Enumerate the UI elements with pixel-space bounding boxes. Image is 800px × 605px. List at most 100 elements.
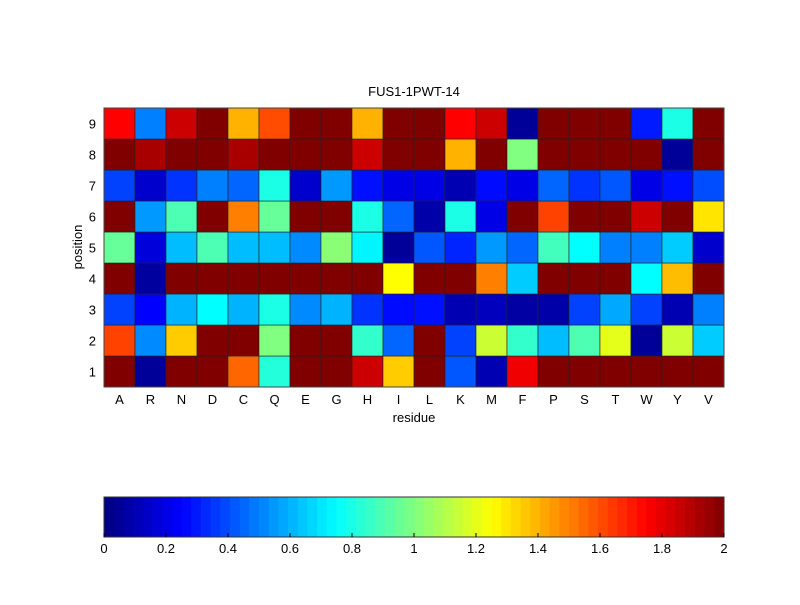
colorbar-segment <box>355 497 367 537</box>
cell-5-A <box>103 231 136 264</box>
cell-4-Y <box>661 262 694 295</box>
cell-1-M <box>475 355 508 388</box>
x-tick-label: C <box>239 392 248 407</box>
cell-3-I <box>382 293 415 326</box>
y-tick-label: 7 <box>89 179 96 194</box>
cell-8-H <box>351 138 384 171</box>
cell-2-F <box>506 324 539 357</box>
cell-2-Y <box>661 324 694 357</box>
colorbar-segment <box>491 497 502 537</box>
cell-1-W <box>630 355 663 388</box>
y-tick-labels: 1 2 3 4 5 6 7 8 9 <box>89 117 96 380</box>
colorbar-segment <box>336 497 347 537</box>
cell-6-N <box>165 200 198 233</box>
cell-7-P <box>537 169 570 202</box>
cell-4-P <box>537 262 570 295</box>
cell-6-D <box>196 200 229 233</box>
cell-7-M <box>475 169 508 202</box>
cell-8-E <box>289 138 322 171</box>
x-tick-label: I <box>397 392 401 407</box>
cell-7-N <box>165 169 198 202</box>
colorbar-segment <box>181 497 192 537</box>
colorbar-tick-label: 1.8 <box>653 541 671 556</box>
cell-4-L <box>413 262 446 295</box>
cell-5-S <box>568 231 601 264</box>
cell-1-S <box>568 355 601 388</box>
cell-9-M <box>475 107 508 140</box>
cell-7-I <box>382 169 415 202</box>
cell-1-G <box>320 355 353 388</box>
cell-9-R <box>134 107 167 140</box>
cell-3-H <box>351 293 384 326</box>
cell-9-K <box>444 107 477 140</box>
colorbar-segment <box>627 497 638 537</box>
cell-4-W <box>630 262 663 295</box>
cell-7-S <box>568 169 601 202</box>
x-tick-label: Q <box>269 392 279 407</box>
cell-4-Q <box>258 262 291 295</box>
cell-3-D <box>196 293 229 326</box>
x-tick-label: E <box>301 392 310 407</box>
cell-2-H <box>351 324 384 357</box>
y-tick-label: 4 <box>89 272 96 287</box>
y-tick-label: 9 <box>89 117 96 132</box>
colorbar-segment <box>278 497 289 537</box>
colorbar-segment <box>462 497 473 537</box>
x-tick-label: R <box>146 392 155 407</box>
colorbar-tick-label: 0 <box>100 541 107 556</box>
colorbar-segment <box>694 497 706 537</box>
cell-8-S <box>568 138 601 171</box>
cell-1-E <box>289 355 322 388</box>
cell-1-R <box>134 355 167 388</box>
cell-4-H <box>351 262 384 295</box>
colorbar-segment <box>229 497 241 537</box>
cell-9-C <box>227 107 260 140</box>
cell-1-A <box>103 355 136 388</box>
colorbar-tick-label: 0.4 <box>219 541 237 556</box>
cell-8-K <box>444 138 477 171</box>
cell-3-N <box>165 293 198 326</box>
cell-5-N <box>165 231 198 264</box>
cell-5-I <box>382 231 415 264</box>
cell-6-Y <box>661 200 694 233</box>
colorbar-segment <box>656 497 667 537</box>
colorbar-segment <box>452 497 463 537</box>
x-tick-label: H <box>363 392 372 407</box>
cell-7-H <box>351 169 384 202</box>
cell-8-G <box>320 138 353 171</box>
colorbar-segment <box>239 497 250 537</box>
cell-3-F <box>506 293 539 326</box>
cell-3-S <box>568 293 601 326</box>
cell-2-L <box>413 324 446 357</box>
colorbar-segment <box>404 497 415 537</box>
cell-3-A <box>103 293 136 326</box>
y-axis-label: position <box>70 225 85 270</box>
y-tick-label: 5 <box>89 241 96 256</box>
cell-5-P <box>537 231 570 264</box>
cell-3-R <box>134 293 167 326</box>
cell-9-S <box>568 107 601 140</box>
colorbar-segment <box>142 497 153 537</box>
cell-9-H <box>351 107 384 140</box>
cell-3-C <box>227 293 260 326</box>
cell-7-C <box>227 169 260 202</box>
cell-7-W <box>630 169 663 202</box>
cell-4-F <box>506 262 539 295</box>
cell-9-V <box>692 107 725 140</box>
x-tick-label: L <box>426 392 433 407</box>
cell-9-A <box>103 107 136 140</box>
colorbar-segment <box>375 497 386 537</box>
cell-3-W <box>630 293 663 326</box>
colorbar-tick-label: 1.4 <box>529 541 547 556</box>
colorbar-segment <box>307 497 318 537</box>
cell-4-G <box>320 262 353 295</box>
colorbar-segment <box>162 497 173 537</box>
cell-7-D <box>196 169 229 202</box>
cell-1-C <box>227 355 260 388</box>
colorbar-segment <box>530 497 541 537</box>
cell-4-S <box>568 262 601 295</box>
colorbar-tick-labels: 0 0.2 0.4 0.6 0.8 1 1.2 1.4 1.6 1.8 2 <box>100 533 728 556</box>
cell-1-T <box>599 355 632 388</box>
